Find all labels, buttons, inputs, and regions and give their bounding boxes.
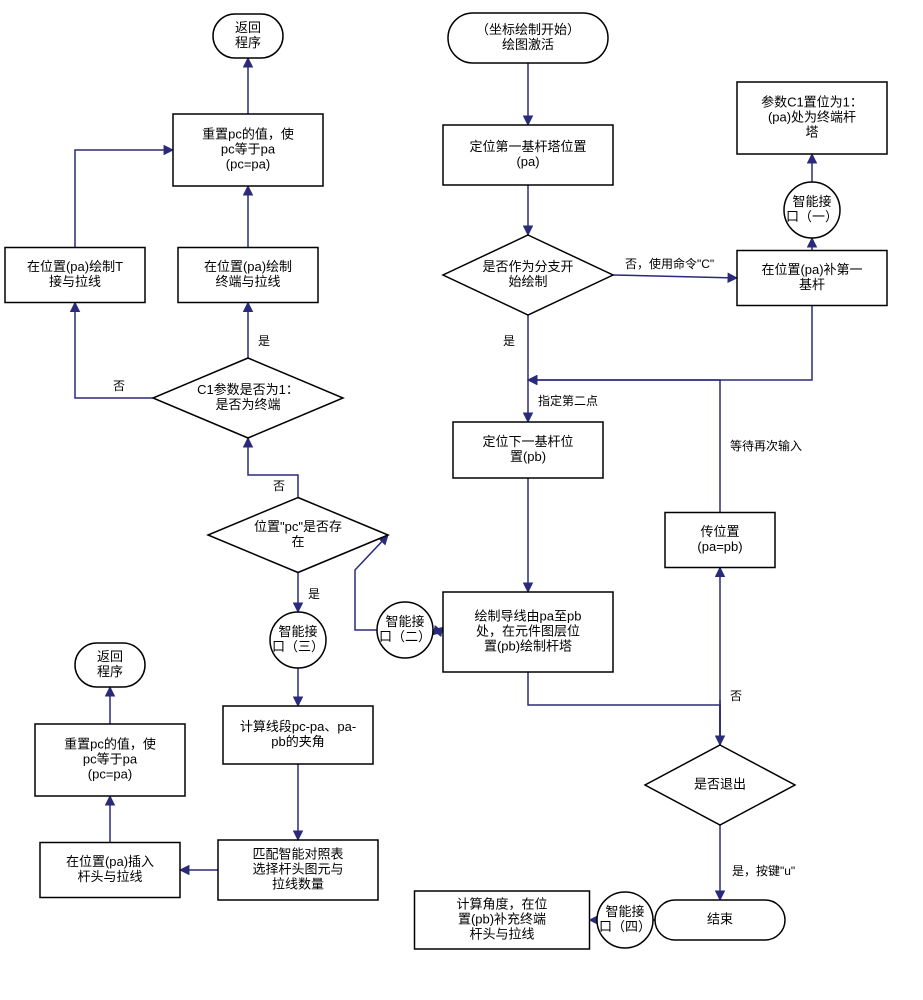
svg-text:否，使用命令"C": 否，使用命令"C"	[625, 256, 714, 271]
svg-text:智能接: 智能接	[605, 904, 644, 919]
svg-text:定位下一基杆位: 定位下一基杆位	[482, 434, 573, 449]
svg-text:(pc=pa): (pc=pa)	[88, 766, 132, 781]
svg-text:始绘制: 始绘制	[508, 274, 547, 289]
svg-text:塔: 塔	[805, 124, 818, 139]
svg-text:口（一）: 口（一）	[786, 209, 838, 224]
svg-text:结束: 结束	[707, 911, 733, 926]
svg-text:绘图激活: 绘图激活	[502, 37, 554, 52]
svg-text:定位第一基杆塔位置: 定位第一基杆塔位置	[469, 139, 586, 154]
svg-text:终端与拉线: 终端与拉线	[215, 274, 280, 289]
svg-text:置(pb): 置(pb)	[510, 449, 546, 464]
svg-text:返回: 返回	[235, 20, 261, 35]
svg-text:是否作为分支开: 是否作为分支开	[482, 259, 573, 274]
svg-text:处，在元件图层位: 处，在元件图层位	[476, 623, 580, 638]
svg-text:置(pb)补充终端: 置(pb)补充终端	[458, 911, 546, 926]
svg-text:智能接: 智能接	[792, 194, 831, 209]
svg-text:智能接: 智能接	[278, 624, 317, 639]
svg-text:置(pb)绘制杆塔: 置(pb)绘制杆塔	[484, 638, 572, 653]
svg-text:拉线数量: 拉线数量	[272, 876, 324, 891]
svg-text:pc等于pa: pc等于pa	[83, 751, 138, 766]
svg-text:在位置(pa)绘制: 在位置(pa)绘制	[204, 259, 292, 274]
svg-text:接与拉线: 接与拉线	[49, 274, 101, 289]
svg-text:在位置(pa)绘制T: 在位置(pa)绘制T	[27, 259, 123, 274]
svg-text:在位置(pa)补第一: 在位置(pa)补第一	[761, 262, 862, 277]
svg-text:计算角度，在位: 计算角度，在位	[456, 896, 547, 911]
svg-text:（坐标绘制开始）: （坐标绘制开始）	[476, 22, 580, 37]
svg-text:绘制导线由pa至pb: 绘制导线由pa至pb	[475, 608, 582, 623]
svg-text:重置pc的值，使: 重置pc的值，使	[202, 126, 294, 141]
svg-text:指定第二点: 指定第二点	[538, 393, 598, 408]
svg-text:pb的夹角: pb的夹角	[271, 734, 324, 749]
svg-text:C1参数是否为1：: C1参数是否为1：	[197, 382, 299, 397]
svg-text:等待再次输入: 等待再次输入	[730, 438, 802, 453]
svg-text:口（四）: 口（四）	[599, 919, 651, 934]
svg-text:智能接: 智能接	[385, 614, 424, 629]
svg-text:计算线段pc-pa、pa-: 计算线段pc-pa、pa-	[240, 719, 356, 734]
svg-text:传位置: 传位置	[700, 524, 739, 539]
svg-text:是否为终端: 是否为终端	[215, 397, 280, 412]
svg-text:是否退出: 是否退出	[694, 776, 746, 791]
svg-text:匹配智能对照表: 匹配智能对照表	[252, 846, 343, 861]
svg-text:(pc=pa): (pc=pa)	[226, 156, 270, 171]
svg-text:参数C1置位为1：: 参数C1置位为1：	[761, 94, 863, 109]
svg-text:是: 是	[503, 334, 515, 348]
svg-text:程序: 程序	[97, 664, 123, 679]
svg-text:是: 是	[308, 587, 320, 601]
svg-text:(pa=pb): (pa=pb)	[697, 539, 742, 554]
svg-text:pc等于pa: pc等于pa	[221, 141, 276, 156]
svg-text:杆头与拉线: 杆头与拉线	[77, 869, 142, 884]
svg-text:(pa)处为终端杆: (pa)处为终端杆	[768, 109, 856, 124]
svg-text:口（三）: 口（三）	[272, 639, 324, 654]
svg-text:基杆: 基杆	[799, 277, 825, 292]
svg-text:杆头与拉线: 杆头与拉线	[469, 926, 534, 941]
svg-text:是，按键"u": 是，按键"u"	[732, 864, 795, 878]
svg-text:位置"pc"是否存: 位置"pc"是否存	[254, 519, 342, 534]
svg-text:否: 否	[113, 379, 125, 393]
svg-text:是: 是	[258, 334, 270, 348]
svg-text:选择杆头图元与: 选择杆头图元与	[252, 861, 343, 876]
svg-text:返回: 返回	[97, 649, 123, 664]
svg-text:在位置(pa)插入: 在位置(pa)插入	[66, 854, 154, 869]
svg-text:否: 否	[273, 479, 285, 493]
svg-text:口（二）: 口（二）	[379, 629, 431, 644]
svg-text:(pa): (pa)	[516, 154, 539, 169]
svg-text:程序: 程序	[235, 35, 261, 50]
svg-text:在: 在	[291, 534, 304, 549]
flowchart-canvas: 是指定第二点否，使用命令"C"是，按键"u"否等待再次输入否是否是（坐标绘制开始…	[0, 0, 923, 1000]
svg-text:重置pc的值，使: 重置pc的值，使	[64, 736, 156, 751]
svg-text:否: 否	[730, 689, 742, 703]
